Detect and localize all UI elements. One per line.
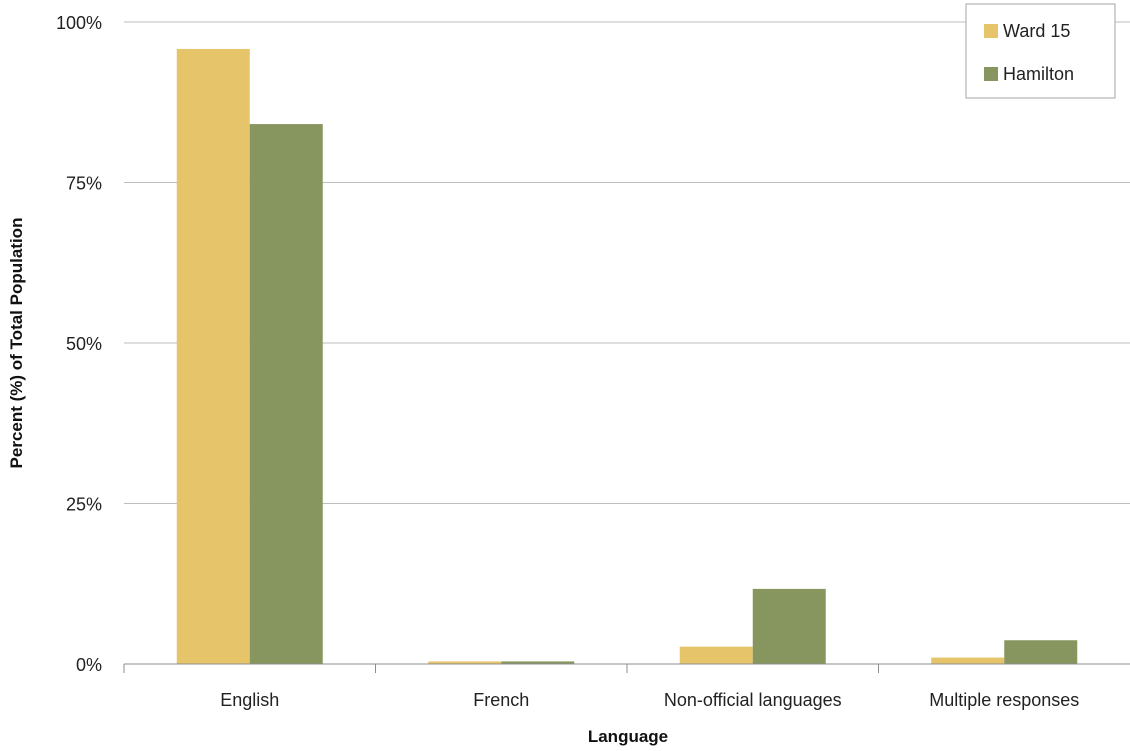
y-tick-label: 100%: [56, 13, 102, 33]
legend-label: Hamilton: [1003, 64, 1074, 84]
axes: 0% 25% 50% 75% 100% English French Non-official…: [56, 13, 1130, 710]
legend: Ward 15 Hamilton: [965, 3, 1116, 99]
bar-ward-15-non-official-languages: [679, 646, 753, 664]
x-tick-label: Multiple responses: [929, 690, 1079, 710]
legend-swatch: [984, 67, 998, 81]
bar-hamilton-french: [501, 661, 575, 664]
x-axis-title: Language: [588, 727, 668, 746]
bar-hamilton-multiple-responses: [1004, 640, 1078, 664]
legend-swatch: [984, 24, 998, 38]
x-tick-label: Non-official languages: [664, 690, 842, 710]
y-tick-label: 25%: [66, 495, 102, 515]
legend-label: Ward 15: [1003, 21, 1070, 41]
bar-hamilton-non-official-languages: [752, 588, 826, 664]
bar-ward-15-french: [428, 661, 502, 664]
y-tick-label: 75%: [66, 174, 102, 194]
y-tick-label: 0%: [76, 655, 102, 675]
bar-ward-15-multiple-responses: [931, 657, 1005, 664]
x-tick-label: English: [220, 690, 279, 710]
bar-ward-15-english: [176, 48, 250, 665]
bar-hamilton-english: [249, 124, 323, 664]
bars: [176, 48, 1078, 665]
x-tick-label: French: [473, 690, 529, 710]
y-axis-title: Percent (%) of Total Population: [7, 218, 26, 469]
y-tick-label: 50%: [66, 334, 102, 354]
legend-box: [965, 3, 1116, 99]
